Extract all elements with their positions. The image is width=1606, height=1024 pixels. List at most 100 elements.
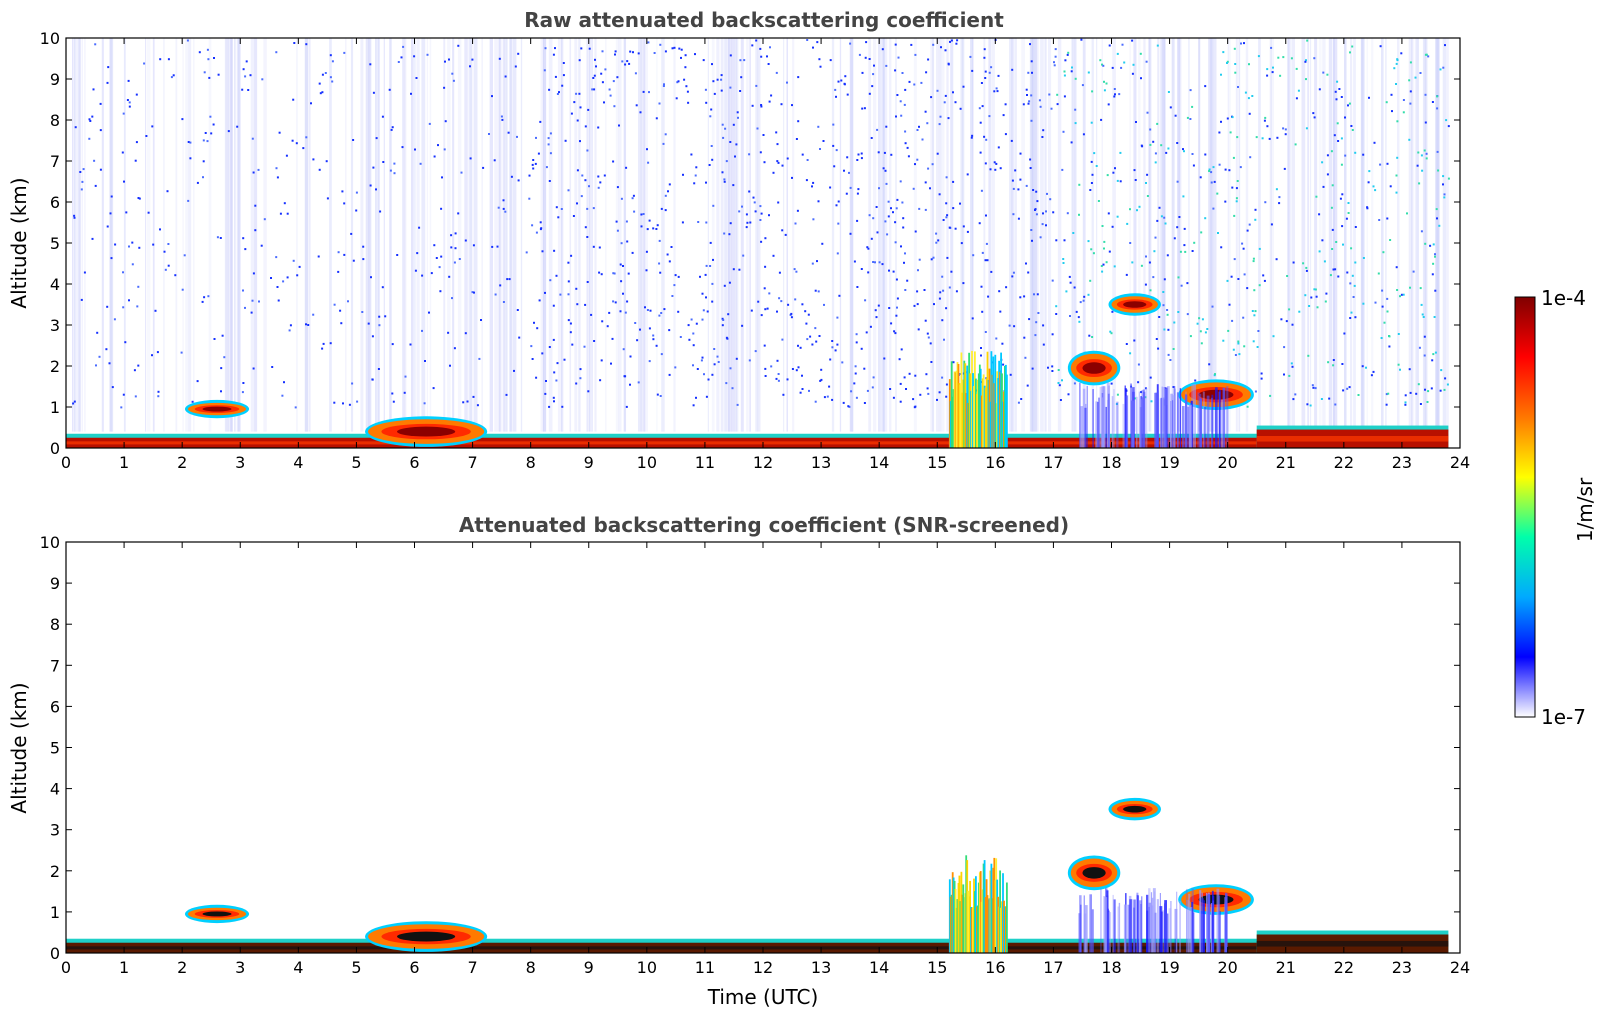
x-tick-label: 17 (1043, 958, 1063, 977)
x-tick-label: 10 (637, 958, 657, 977)
x-tick-label: 9 (584, 453, 594, 472)
colorbar-max-label: 1e-4 (1541, 286, 1586, 310)
x-tick-label: 21 (1276, 958, 1296, 977)
y-tick-label: 2 (50, 862, 60, 881)
x-tick-label: 24 (1450, 453, 1470, 472)
feature-aerosol-layer (365, 921, 488, 952)
x-ticks: 0 1 2 3 4 5 6 7 8 9 10 11 12 13 14 15 16 17 18 19 20 21 22 23 24 (61, 542, 1470, 977)
y-tick-label: 7 (50, 152, 60, 171)
y-tick-label: 1 (50, 398, 60, 417)
y-tick-label: 4 (50, 780, 60, 799)
colorbar-bar (1514, 296, 1536, 718)
x-tick-label: 0 (61, 958, 71, 977)
x-tick-label: 13 (811, 958, 831, 977)
x-tick-label: 0 (61, 453, 71, 472)
feature-cloud (1067, 855, 1121, 891)
feature-nighttime-boundary-layer (1256, 425, 1449, 448)
y-tick-label: 1 (50, 903, 60, 922)
x-tick-label: 3 (235, 958, 245, 977)
y-tick-label: 4 (50, 275, 60, 294)
y-axis-label: Altitude (km) (7, 682, 31, 813)
y-axis-label: Altitude (km) (7, 177, 31, 308)
x-tick-label: 23 (1392, 453, 1412, 472)
y-tick-label: 10 (40, 533, 60, 552)
x-tick-label: 16 (985, 958, 1005, 977)
raw-backscatter-panel: Raw attenuated backscattering coefficien… (7, 8, 1470, 472)
x-tick-label: 11 (695, 958, 715, 977)
x-tick-label: 3 (235, 453, 245, 472)
x-tick-label: 7 (467, 453, 477, 472)
x-tick-label: 8 (526, 453, 536, 472)
feature-boundary-layer (66, 938, 1449, 953)
heatmap-area (66, 38, 1450, 448)
y-tick-label: 9 (50, 574, 60, 593)
x-tick-label: 4 (293, 958, 303, 977)
x-ticks: 0 1 2 3 4 5 6 7 8 9 10 11 12 13 14 15 16 17 18 19 20 21 22 23 24 (61, 38, 1470, 472)
feature-aerosol-layer (365, 416, 488, 447)
x-tick-label: 23 (1392, 958, 1412, 977)
x-tick-label: 12 (753, 958, 773, 977)
x-tick-label: 13 (811, 453, 831, 472)
y-tick-label: 8 (50, 615, 60, 634)
feature-cloud (1067, 350, 1121, 386)
x-tick-label: 20 (1217, 958, 1237, 977)
snr-screened-panel: Attenuated backscattering coefficient (S… (7, 513, 1470, 1009)
feature-cloud (184, 399, 250, 419)
feature-nighttime-boundary-layer (1256, 930, 1449, 953)
panel-title: Attenuated backscattering coefficient (S… (459, 513, 1069, 537)
noise-field (72, 38, 1450, 432)
y-ticks: 0 1 2 3 4 5 6 7 8 9 10 (40, 533, 1460, 963)
x-tick-label: 16 (985, 453, 1005, 472)
feature-convective-plume (948, 350, 1008, 448)
feature-convective-plume (948, 855, 1008, 953)
x-tick-label: 6 (409, 453, 419, 472)
plot-frame (65, 37, 1461, 449)
plot-frame (65, 541, 1461, 954)
x-tick-label: 21 (1276, 453, 1296, 472)
x-tick-label: 22 (1334, 453, 1354, 472)
feature-elevated-cloud (1108, 293, 1161, 316)
colorbar-unit-label: 1/m/sr (1573, 477, 1597, 542)
x-tick-label: 19 (1159, 453, 1179, 472)
x-tick-label: 24 (1450, 958, 1470, 977)
feature-elevated-cloud (1108, 797, 1161, 821)
x-axis-label: Time (UTC) (707, 985, 819, 1009)
feature-cloud (184, 904, 250, 924)
y-tick-label: 3 (50, 316, 60, 335)
y-tick-label: 7 (50, 656, 60, 675)
y-tick-label: 6 (50, 193, 60, 212)
x-tick-label: 15 (927, 453, 947, 472)
x-tick-label: 11 (695, 453, 715, 472)
x-tick-label: 5 (351, 958, 361, 977)
x-tick-label: 4 (293, 453, 303, 472)
colorbar: 1e-4 1e-7 1/m/sr (1514, 286, 1597, 729)
x-tick-label: 10 (637, 453, 657, 472)
y-tick-label: 3 (50, 821, 60, 840)
x-tick-label: 12 (753, 453, 773, 472)
x-tick-label: 20 (1217, 453, 1237, 472)
x-tick-label: 18 (1101, 958, 1121, 977)
x-tick-label: 19 (1159, 958, 1179, 977)
x-tick-label: 2 (177, 958, 187, 977)
colorbar-min-label: 1e-7 (1541, 705, 1586, 729)
x-tick-label: 8 (526, 958, 536, 977)
feature-rain-streaks (1078, 888, 1228, 953)
feature-boundary-layer (66, 433, 1449, 448)
y-tick-label: 2 (50, 357, 60, 376)
x-tick-label: 14 (869, 453, 889, 472)
y-tick-label: 5 (50, 739, 60, 758)
x-tick-label: 6 (409, 958, 419, 977)
x-tick-label: 1 (119, 958, 129, 977)
y-tick-label: 0 (50, 439, 60, 458)
y-tick-label: 9 (50, 70, 60, 89)
x-tick-label: 7 (467, 958, 477, 977)
x-tick-label: 14 (869, 958, 889, 977)
x-tick-label: 2 (177, 453, 187, 472)
y-tick-label: 6 (50, 697, 60, 716)
y-tick-label: 5 (50, 234, 60, 253)
y-ticks: 0 1 2 3 4 5 6 7 8 9 10 (40, 29, 1460, 458)
y-tick-label: 0 (50, 944, 60, 963)
x-tick-label: 1 (119, 453, 129, 472)
x-tick-label: 22 (1334, 958, 1354, 977)
